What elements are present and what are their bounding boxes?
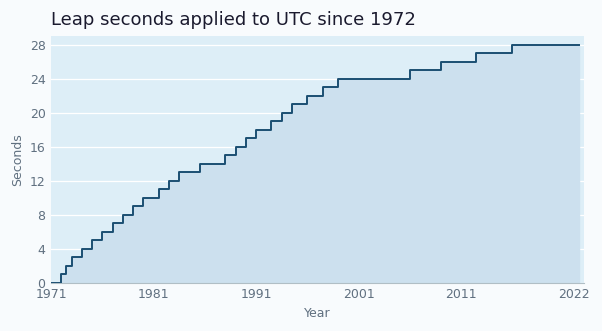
X-axis label: Year: Year: [304, 307, 331, 320]
Y-axis label: Seconds: Seconds: [11, 133, 24, 186]
Text: Leap seconds applied to UTC since 1972: Leap seconds applied to UTC since 1972: [51, 11, 416, 29]
